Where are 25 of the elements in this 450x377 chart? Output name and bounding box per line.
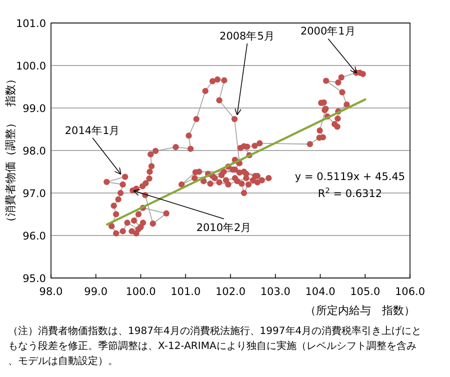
x-tick-label: 102.0 <box>215 286 246 298</box>
annotation: 2008年5月 <box>220 30 275 42</box>
annotation: 2000年1月 <box>300 26 356 38</box>
x-tick-label: 103.0 <box>260 286 290 298</box>
x-tick-label: 99.0 <box>84 286 108 298</box>
text: （注）消費者物価指数は、1987年4月の消費税法施行、1997年4月の消費税率引き上げにともなう段差を修正。季節調整は、X-12-ARIMAにより独自に実施（レベルシフト調整を含み、モデルは自動設定）。 <box>8 325 422 367</box>
annotation: 2010年2月 <box>196 222 252 234</box>
y-tick-label: 95.0 <box>22 273 46 285</box>
annotation: y = 0.5119x + 45.45 <box>294 171 406 183</box>
y-tick-label: 101.0 <box>16 18 46 30</box>
x-tick-label: 100.0 <box>126 286 156 298</box>
x-tick-label: 98.0 <box>39 286 63 298</box>
y-tick-label: 100.0 <box>16 60 46 72</box>
x-tick-label: 105.0 <box>350 286 380 298</box>
x-axis-title: （所定内給与 指数） <box>305 304 415 317</box>
y-tick-label: 96.0 <box>22 230 46 242</box>
x-tick-label: 106.0 <box>394 286 426 298</box>
y-tick-label: 98.0 <box>22 146 46 158</box>
x-tick-label: 104.0 <box>305 286 336 298</box>
annotation: 2014年1月 <box>64 124 120 137</box>
annotation: R$^{2}$ = 0.6312 <box>318 186 382 200</box>
y-axis-title: （消費者物価（調整） 指数） <box>4 74 17 228</box>
y-tick-label: 99.0 <box>22 103 46 115</box>
x-tick-label: 101.0 <box>170 286 201 298</box>
y-tick-label: 97.0 <box>22 188 46 200</box>
